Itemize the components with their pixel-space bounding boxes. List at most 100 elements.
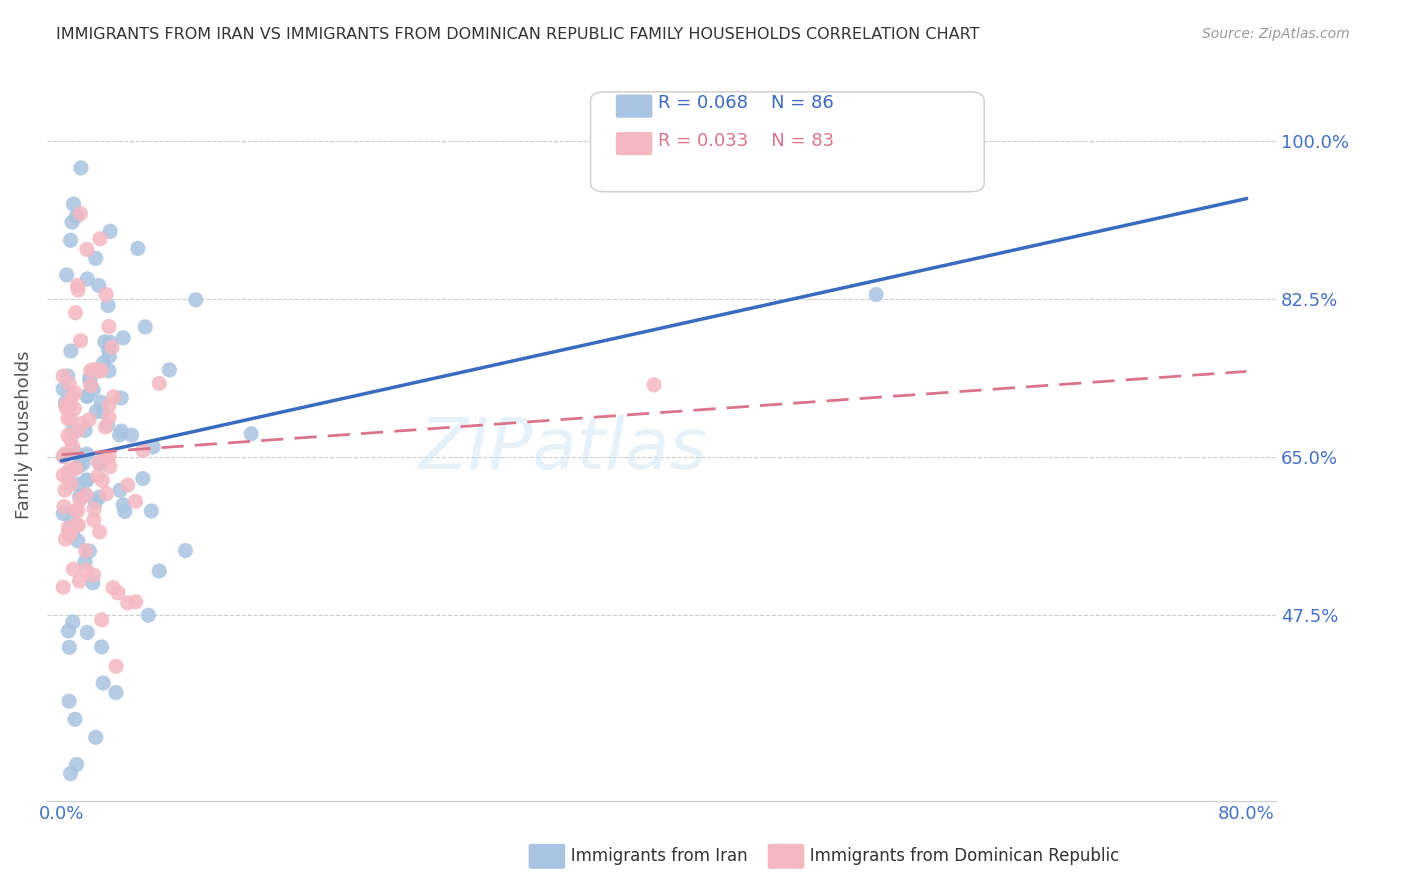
Point (76, 474, 98, 488)
Point (55, 397, 77, 411)
Point (73, 423, 96, 437)
Point (90, 640, 112, 654)
Point (58, 521, 80, 535)
Point (66, 278, 89, 293)
Point (89, 232, 111, 246)
Point (94, 420, 117, 434)
Point (75, 488, 97, 502)
Point (79, 363, 101, 377)
Point (55, 396, 77, 410)
Point (52, 449, 75, 463)
Point (66, 533, 89, 548)
Point (157, 363, 180, 377)
Point (76, 272, 98, 286)
Point (69, 207, 91, 221)
Point (132, 472, 155, 486)
Point (83, 513, 105, 527)
Point (65, 209, 87, 223)
Point (53, 483, 76, 497)
Point (83, 568, 105, 582)
Point (90, 395, 112, 409)
Point (104, 685, 127, 699)
Point (70, 161, 93, 175)
Point (105, 659, 128, 673)
Point (76, 625, 98, 640)
Point (52, 468, 75, 483)
Point (69, 574, 91, 589)
Point (94, 287, 117, 301)
Point (124, 494, 146, 508)
Point (52, 450, 75, 464)
Point (69, 334, 91, 348)
Point (87, 278, 110, 293)
Point (59, 411, 82, 425)
Point (59, 344, 82, 359)
Point (97, 343, 120, 357)
Point (69, 489, 91, 503)
Point (101, 581, 124, 595)
Point (148, 376, 170, 391)
Point (73, 487, 96, 501)
Point (87, 491, 110, 505)
Point (117, 478, 139, 492)
Point (94, 334, 117, 349)
Point (62, 527, 84, 541)
Point (60, 215, 83, 229)
Point (138, 608, 160, 623)
Point (82, 383, 104, 397)
Point (84, 731, 107, 745)
Point (79, 375, 101, 389)
Point (65, 461, 87, 475)
Point (97, 364, 120, 378)
Point (94, 450, 117, 464)
Point (66, 503, 89, 517)
Point (96, 417, 118, 432)
Point (72, 456, 94, 470)
Y-axis label: Family Households: Family Households (15, 351, 32, 519)
Point (76, 473, 98, 487)
Point (58, 526, 80, 541)
Point (76, 389, 98, 403)
Point (83, 362, 105, 376)
Point (60, 516, 83, 530)
Point (93, 356, 115, 370)
Point (112, 498, 135, 512)
Point (91, 474, 114, 488)
Point (643, 377, 665, 392)
Point (59, 766, 82, 780)
Point (117, 596, 139, 610)
Point (58, 694, 80, 708)
Point (79, 544, 101, 558)
Point (107, 586, 129, 600)
Point (66, 424, 89, 438)
Point (53, 500, 76, 514)
Point (58, 528, 80, 542)
Point (69, 492, 91, 507)
Point (142, 440, 165, 454)
Point (76, 447, 98, 461)
Point (84, 252, 107, 266)
Point (89, 364, 111, 378)
Point (62, 389, 84, 403)
Point (91, 676, 114, 690)
Point (110, 391, 132, 405)
Point (98, 450, 121, 464)
Point (108, 428, 131, 442)
Point (79, 370, 101, 384)
Point (97, 319, 120, 334)
Point (108, 483, 131, 498)
Point (62, 440, 84, 454)
Point (65, 306, 87, 320)
Point (75, 543, 97, 558)
Text: IMMIGRANTS FROM IRAN VS IMMIGRANTS FROM DOMINICAN REPUBLIC FAMILY HOUSEHOLDS COR: IMMIGRANTS FROM IRAN VS IMMIGRANTS FROM … (56, 27, 980, 42)
Point (63, 712, 86, 726)
Text: ZIPatlas: ZIPatlas (419, 415, 707, 483)
Point (90, 363, 112, 377)
Point (141, 504, 163, 518)
Point (52, 580, 75, 594)
Point (80, 378, 103, 392)
Point (52, 369, 75, 384)
Point (865, 287, 887, 301)
Point (65, 518, 87, 533)
Point (87, 455, 110, 469)
